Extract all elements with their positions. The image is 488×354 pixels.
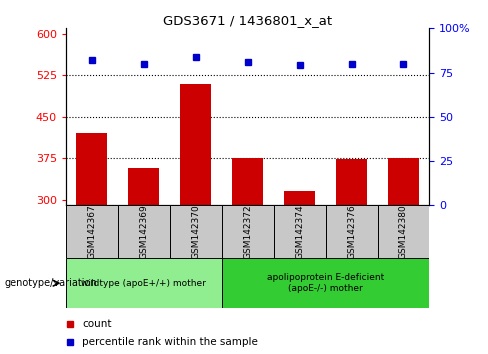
Bar xyxy=(66,258,222,308)
Text: wildtype (apoE+/+) mother: wildtype (apoE+/+) mother xyxy=(81,279,206,288)
Bar xyxy=(118,205,170,258)
Bar xyxy=(180,84,211,205)
Text: genotype/variation: genotype/variation xyxy=(5,278,98,288)
Text: GSM142380: GSM142380 xyxy=(399,205,408,259)
Bar xyxy=(232,158,263,205)
Text: GSM142370: GSM142370 xyxy=(191,205,200,259)
Bar xyxy=(378,205,429,258)
Text: percentile rank within the sample: percentile rank within the sample xyxy=(82,337,258,347)
Bar xyxy=(284,192,315,205)
Text: GSM142369: GSM142369 xyxy=(139,205,148,259)
Text: count: count xyxy=(82,319,112,329)
Text: apolipoprotein E-deficient
(apoE-/-) mother: apolipoprotein E-deficient (apoE-/-) mot… xyxy=(267,274,384,293)
Bar xyxy=(222,258,429,308)
Text: GSM142372: GSM142372 xyxy=(243,205,252,259)
Bar xyxy=(336,159,367,205)
Bar xyxy=(222,205,274,258)
Bar xyxy=(76,133,107,205)
Bar xyxy=(388,158,419,205)
Bar xyxy=(128,168,160,205)
Text: GSM142367: GSM142367 xyxy=(87,205,96,259)
Bar xyxy=(66,205,118,258)
Bar xyxy=(170,205,222,258)
Bar xyxy=(274,205,325,258)
Title: GDS3671 / 1436801_x_at: GDS3671 / 1436801_x_at xyxy=(163,14,332,27)
Bar xyxy=(325,205,378,258)
Text: GSM142376: GSM142376 xyxy=(347,205,356,259)
Text: GSM142374: GSM142374 xyxy=(295,205,304,259)
